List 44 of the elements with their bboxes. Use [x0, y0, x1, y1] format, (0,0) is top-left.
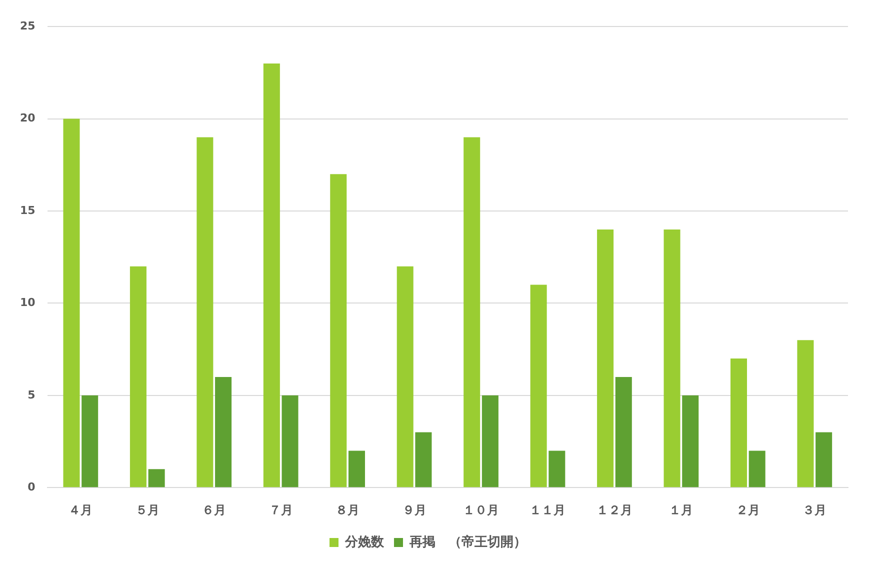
y-tick-label: 20	[20, 112, 36, 125]
bar	[130, 266, 146, 488]
bar	[348, 450, 365, 488]
x-tick-label: ６月	[202, 502, 226, 517]
legend-label: 再掲 （帝王切開）	[408, 534, 526, 550]
bar	[482, 395, 498, 488]
bar	[148, 469, 165, 488]
x-tick-label: １月	[669, 502, 694, 517]
x-tick-label: １０月	[463, 502, 500, 517]
bar	[330, 174, 347, 488]
y-tick-label: 15	[20, 204, 36, 217]
bar	[396, 266, 414, 488]
bar	[196, 137, 214, 488]
x-tick-label: ８月	[336, 502, 360, 517]
bar	[215, 376, 232, 488]
bar	[615, 376, 632, 488]
x-tick-label: ９月	[402, 502, 426, 517]
y-tick-label: 10	[20, 296, 36, 310]
bar	[415, 432, 432, 488]
bar	[797, 340, 814, 488]
x-tick-label: １１月	[530, 502, 566, 517]
y-tick-label: 25	[20, 19, 36, 32]
bar	[464, 137, 480, 488]
bar	[748, 450, 766, 488]
x-tick-label: １２月	[596, 502, 632, 517]
y-tick-label: 5	[28, 388, 36, 402]
x-tick-label: ３月	[802, 502, 827, 517]
bar	[730, 358, 747, 488]
bar	[816, 432, 832, 488]
bar	[530, 284, 547, 488]
bar	[263, 63, 280, 488]
bar	[682, 395, 699, 488]
bar	[63, 118, 80, 488]
x-tick-label: ５月	[135, 502, 160, 517]
x-tick-label: ２月	[736, 502, 760, 517]
x-tick-label: ４月	[68, 502, 93, 517]
bar	[82, 395, 98, 488]
bar	[597, 229, 614, 488]
x-tick-label: ７月	[268, 502, 293, 517]
bar	[664, 229, 680, 488]
bar	[282, 395, 298, 488]
legend-label: 分娩数	[344, 534, 385, 550]
y-tick-label: 0	[28, 480, 36, 494]
bar	[548, 450, 566, 488]
